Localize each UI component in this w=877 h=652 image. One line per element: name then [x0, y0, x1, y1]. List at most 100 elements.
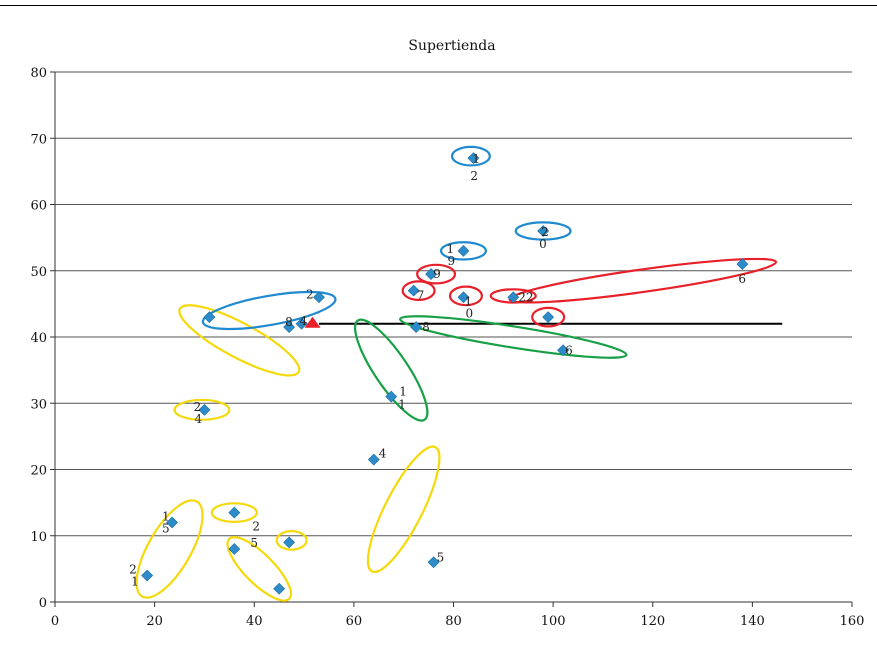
- data-point: [557, 344, 570, 357]
- data-point: [425, 268, 438, 280]
- point-label: 0: [539, 237, 547, 251]
- data-point: [736, 258, 749, 271]
- cluster-ellipse: [531, 306, 566, 328]
- x-tick-label: 140: [740, 614, 765, 629]
- point-label: 2: [252, 520, 260, 534]
- point-label: 9: [433, 267, 441, 281]
- data-point: [367, 453, 380, 466]
- point-label: 6: [738, 272, 746, 286]
- data-point: [427, 556, 440, 569]
- point-label: 5: [250, 536, 258, 550]
- chart-title: Supertienda: [408, 38, 495, 54]
- data-point: [467, 152, 480, 165]
- point-label: 2: [306, 287, 314, 301]
- point-label: 4: [194, 412, 202, 426]
- point-label: 4: [300, 314, 308, 328]
- data-point: [457, 244, 470, 257]
- point-label: 1: [398, 398, 406, 412]
- cluster-ellipse: [275, 530, 308, 551]
- special-marker-group: [304, 316, 321, 328]
- point-label: 5: [437, 550, 445, 564]
- data-point: [198, 403, 211, 416]
- data-point: [283, 321, 296, 333]
- point-label: 1: [131, 575, 139, 589]
- y-tick-label: 80: [30, 66, 47, 81]
- point-label: 8: [285, 315, 293, 329]
- cluster-ellipse: [508, 257, 778, 304]
- x-tick-label: 120: [640, 614, 665, 629]
- cluster-ellipse: [210, 502, 258, 523]
- point-label: 2: [470, 169, 478, 183]
- gridlines: [55, 71, 852, 537]
- y-tick-label: 50: [30, 265, 47, 280]
- y-tick-label: 0: [39, 596, 47, 611]
- point-label: 1: [162, 510, 170, 524]
- axes: [50, 71, 853, 607]
- y-tick-label: 10: [30, 530, 47, 545]
- y-tick-label: 70: [30, 132, 47, 147]
- data-point: [141, 569, 154, 582]
- point-label: 2: [541, 225, 549, 239]
- data-point: [203, 311, 216, 324]
- data-point: [507, 291, 520, 304]
- data-point: [407, 284, 420, 297]
- x-tick-label: 20: [146, 614, 163, 629]
- cluster-ellipse: [201, 290, 337, 331]
- point-label: 1: [464, 294, 472, 308]
- data-point: [457, 291, 470, 304]
- cluster-ellipse: [366, 445, 441, 574]
- data-point: [295, 317, 308, 330]
- point-label: 1: [399, 385, 407, 399]
- x-tick-labels: 0 20 40 60 80 100 120 140 160: [51, 614, 865, 629]
- cluster-ellipse: [401, 280, 436, 302]
- data-point: [228, 543, 241, 555]
- x-tick-label: 60: [346, 614, 363, 629]
- y-tick-label: 20: [30, 464, 47, 479]
- point-label: 0: [465, 306, 473, 320]
- cluster-ellipses: [135, 145, 778, 602]
- cluster-ellipse: [416, 263, 457, 285]
- point-label: 1: [472, 152, 480, 166]
- top-rule: [0, 5, 877, 6]
- cluster-ellipse: [399, 315, 628, 359]
- point-label: 7: [417, 289, 425, 303]
- x-tick-label: 40: [246, 614, 263, 629]
- y-tick-label: 60: [30, 199, 47, 214]
- cluster-ellipse: [439, 241, 487, 261]
- cluster-ellipse: [173, 398, 231, 421]
- point-label: 9: [447, 254, 455, 268]
- cluster-ellipse: [450, 145, 491, 167]
- cluster-ellipse: [353, 318, 429, 422]
- x-tick-label: 160: [840, 614, 865, 629]
- point-label: 5: [162, 522, 170, 536]
- y-tick-label: 40: [30, 331, 47, 346]
- data-point: [166, 516, 178, 529]
- cluster-ellipse: [448, 285, 483, 307]
- y-tick-labels: 0 10 20 30 40 50 60 70 80: [30, 66, 47, 611]
- data-point: [283, 536, 296, 549]
- x-tick-label: 0: [51, 614, 59, 629]
- point-label: 2: [193, 400, 201, 414]
- cluster-ellipse: [178, 304, 301, 377]
- point-label: 6: [565, 343, 573, 357]
- special-marker: [304, 316, 321, 328]
- data-point: [313, 291, 325, 304]
- data-point: [542, 311, 555, 324]
- point-label: 4: [379, 447, 387, 461]
- cluster-ellipse: [226, 536, 292, 602]
- data-point: [410, 321, 423, 333]
- point-label: 8: [422, 320, 430, 334]
- data-points: [141, 152, 749, 595]
- y-tick-label: 30: [30, 397, 47, 412]
- data-point: [228, 506, 241, 519]
- cluster-ellipse: [514, 221, 572, 241]
- point-label: 22: [518, 290, 533, 304]
- cluster-ellipse: [135, 499, 204, 599]
- x-tick-label: 100: [541, 614, 566, 629]
- point-label: 1: [446, 242, 454, 256]
- data-point: [385, 390, 398, 403]
- point-label: 2: [129, 563, 137, 577]
- data-point: [537, 225, 550, 237]
